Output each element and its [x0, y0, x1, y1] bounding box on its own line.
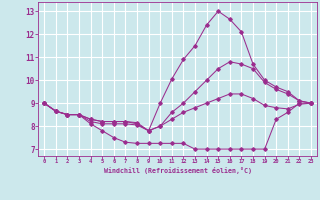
X-axis label: Windchill (Refroidissement éolien,°C): Windchill (Refroidissement éolien,°C) — [104, 167, 252, 174]
